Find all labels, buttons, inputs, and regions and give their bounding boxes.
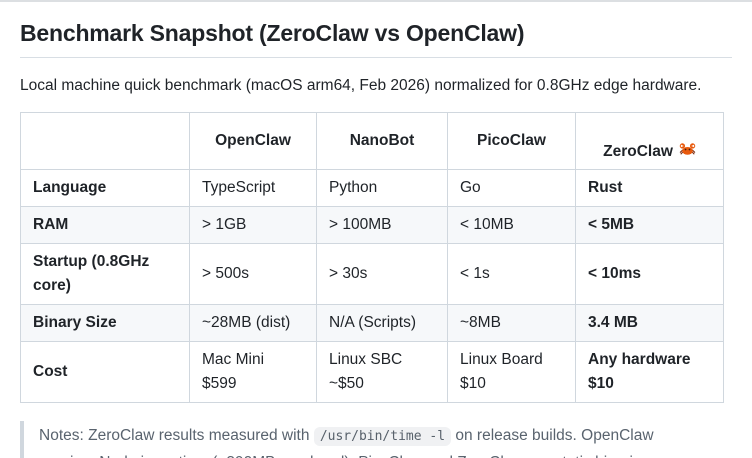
inline-code-chip: /usr/bin/time -l [313, 427, 452, 446]
row-label: Binary Size [20, 304, 190, 342]
table-cell: ~8MB [447, 304, 576, 342]
zeroclaw-label: ZeroClaw [603, 143, 673, 160]
row-label: Startup (0.8GHz core) [20, 243, 190, 305]
table-cell: Python [316, 169, 448, 207]
table-cell: < 10MB [447, 206, 576, 244]
benchmark-table: OpenClaw NanoBot PicoClaw ZeroClaw [20, 112, 724, 403]
notes-blockquote: Notes: ZeroClaw results measured with /u… [20, 421, 710, 458]
table-cell: < 10ms [575, 243, 724, 305]
table-cell: < 5MB [575, 206, 724, 244]
table-cell: > 1GB [189, 206, 317, 244]
table-cell: > 100MB [316, 206, 448, 244]
table-cell: > 30s [316, 243, 448, 305]
notes-text-prefix: Notes: ZeroClaw results measured with [39, 427, 310, 444]
row-label: RAM [20, 206, 190, 244]
page-subtitle: Local machine quick benchmark (macOS arm… [20, 77, 702, 94]
table-cell: ~28MB (dist) [189, 304, 317, 342]
table-row-startup: Startup (0.8GHz core) > 500s > 30s < 1s … [20, 243, 724, 305]
table-cell: Rust [575, 169, 724, 207]
page-title: Benchmark Snapshot (ZeroClaw vs OpenClaw… [20, 20, 732, 58]
table-cell: < 1s [447, 243, 576, 305]
table-row-language: Language TypeScript Python Go Rust [20, 169, 724, 207]
table-header-row: OpenClaw NanoBot PicoClaw ZeroClaw [20, 112, 724, 170]
column-header-openclaw: OpenClaw [189, 112, 317, 170]
table-cell: Any hardware $10 [575, 341, 724, 403]
column-header-picoclaw: PicoClaw [447, 112, 576, 170]
row-label: Cost [20, 341, 190, 403]
table-cell: > 500s [189, 243, 317, 305]
table-cell: Go [447, 169, 576, 207]
table-cell: TypeScript [189, 169, 317, 207]
table-cell: Linux Board $10 [447, 341, 576, 403]
table-cell: 3.4 MB [575, 304, 724, 342]
table-cell: Mac Mini $599 [189, 341, 317, 403]
crab-icon [679, 141, 696, 163]
column-header-zeroclaw: ZeroClaw [575, 112, 724, 170]
table-row-ram: RAM > 1GB > 100MB < 10MB < 5MB [20, 206, 724, 244]
table-cell: N/A (Scripts) [316, 304, 448, 342]
table-row-binary-size: Binary Size ~28MB (dist) N/A (Scripts) ~… [20, 304, 724, 342]
table-row-cost: Cost Mac Mini $599 Linux SBC ~$50 Linux … [20, 341, 724, 403]
column-header-blank [20, 112, 190, 170]
window-top-edge [0, 0, 752, 2]
notes-text-suffix: on release builds. OpenClaw requires Nod… [39, 427, 654, 458]
row-label: Language [20, 169, 190, 207]
column-header-nanobot: NanoBot [316, 112, 448, 170]
table-cell: Linux SBC ~$50 [316, 341, 448, 403]
